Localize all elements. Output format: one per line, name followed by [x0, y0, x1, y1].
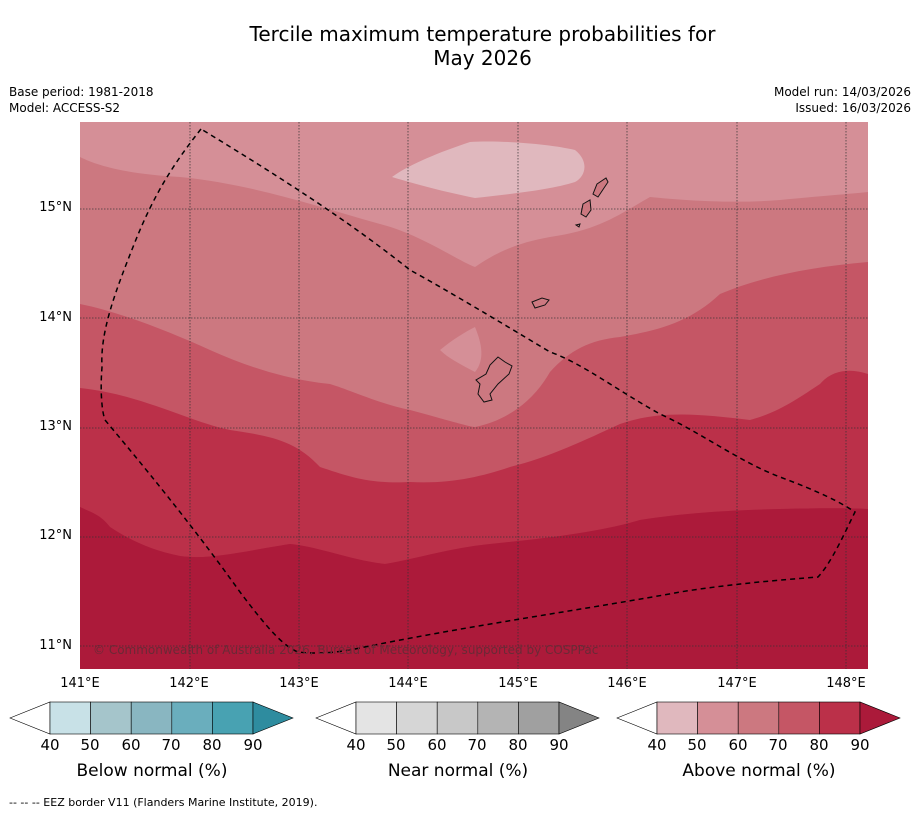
tick-near-80: 80: [508, 736, 528, 754]
lon-label-145e: 145°E: [498, 676, 538, 691]
legend-below-normal: [9, 700, 295, 736]
lon-label-144e: 144°E: [388, 676, 428, 691]
legend-below-label: Below normal (%): [76, 761, 228, 781]
tick-above-70: 70: [768, 736, 788, 754]
band-max-shade: [80, 507, 868, 669]
island-mid: [580, 199, 592, 218]
colorbar-below-seg-4: [171, 701, 213, 735]
patch-40-50: [392, 141, 585, 198]
island-north: [592, 177, 609, 198]
patch-60-70: [440, 327, 482, 372]
issued-date: Issued: 16/03/2026: [795, 101, 911, 115]
island-small: [574, 223, 581, 228]
tick-near-70: 70: [467, 736, 487, 754]
islands: [475, 177, 609, 403]
legend-above-normal: [616, 700, 902, 736]
lon-label-146e: 146°E: [607, 676, 647, 691]
eez-border: [100, 128, 856, 654]
title-line-2: May 2026: [433, 46, 532, 70]
colorbar-above-seg-5: [819, 701, 861, 735]
lon-label-147e: 147°E: [717, 676, 757, 691]
colorbar-near: [315, 701, 600, 735]
colorbar-above-high-arrow: [859, 701, 901, 735]
band-max: [80, 507, 868, 669]
base-period: Base period: 1981-2018: [9, 85, 154, 99]
tick-above-90: 90: [850, 736, 870, 754]
graticule: [80, 122, 868, 669]
colorbar-below-high-arrow: [252, 701, 294, 735]
tick-above-50: 50: [687, 736, 707, 754]
tick-above-80: 80: [809, 736, 829, 754]
lon-label-148e: 148°E: [826, 676, 866, 691]
lon-label-141e: 141°E: [60, 676, 100, 691]
legend-near-label: Near normal (%): [387, 761, 529, 781]
tick-below-90: 90: [243, 736, 263, 754]
probability-map[interactable]: © Commonwealth of Australia 2026, Bureau…: [80, 122, 868, 669]
colorbar-near-low-arrow: [315, 701, 357, 735]
model-name: Model: ACCESS-S2: [9, 101, 121, 115]
tick-above-60: 60: [728, 736, 748, 754]
colorbar-below-seg-1: [49, 701, 91, 735]
colorbar-above: [616, 701, 901, 735]
island-rota: [531, 297, 550, 309]
colorbar-below-seg-3: [130, 701, 173, 735]
island-guam: [475, 356, 513, 403]
tick-below-40: 40: [40, 736, 60, 754]
legend-above-label: Above normal (%): [682, 761, 836, 781]
tick-near-40: 40: [346, 736, 366, 754]
legend-near-normal: [315, 700, 601, 736]
tick-below-60: 60: [121, 736, 141, 754]
colorbar-below: [9, 701, 294, 735]
colorbar-near-seg-3: [436, 701, 479, 735]
meta-left: Base period: 1981-2018 Model: ACCESS-S2: [9, 84, 154, 116]
colorbar-near-seg-2: [396, 701, 438, 735]
colorbar-near-seg-1: [355, 701, 397, 735]
colorbar-near-seg-4: [477, 701, 519, 735]
eez-footnote: -- -- -- EEZ border V11 (Flanders Marine…: [9, 796, 318, 809]
lon-label-142e: 142°E: [169, 676, 209, 691]
colorbar-below-low-arrow: [9, 701, 51, 735]
lat-label-13n: 13°N: [39, 419, 72, 434]
tick-below-80: 80: [202, 736, 222, 754]
colorbar-above-seg-2: [697, 701, 739, 735]
tick-near-90: 90: [549, 736, 569, 754]
lat-label-15n: 15°N: [39, 200, 72, 215]
tick-near-50: 50: [386, 736, 406, 754]
title-line-1: Tercile maximum temperature probabilitie…: [249, 22, 716, 46]
lat-label-14n: 14°N: [39, 310, 72, 325]
copyright-notice: © Commonwealth of Australia 2026, Bureau…: [93, 643, 599, 657]
meta-right: Model run: 14/03/2026 Issued: 16/03/2026: [774, 84, 911, 116]
chart-title: Tercile maximum temperature probabilitie…: [0, 22, 919, 70]
tick-below-70: 70: [161, 736, 181, 754]
colorbar-above-seg-4: [778, 701, 820, 735]
tick-near-60: 60: [427, 736, 447, 754]
model-run: Model run: 14/03/2026: [773, 85, 911, 99]
colorbar-above-low-arrow: [616, 701, 658, 735]
map-svg: [80, 122, 868, 669]
lat-label-11n: 11°N: [39, 638, 72, 653]
tick-above-40: 40: [647, 736, 667, 754]
tick-below-50: 50: [80, 736, 100, 754]
colorbar-near-seg-5: [518, 701, 560, 735]
colorbar-below-seg-2: [90, 701, 132, 735]
colorbar-above-seg-1: [656, 701, 698, 735]
lon-label-143e: 143°E: [279, 676, 319, 691]
lat-label-12n: 12°N: [39, 528, 72, 543]
colorbar-near-high-arrow: [558, 701, 600, 735]
colorbar-below-seg-5: [212, 701, 254, 735]
colorbar-above-seg-3: [737, 701, 780, 735]
